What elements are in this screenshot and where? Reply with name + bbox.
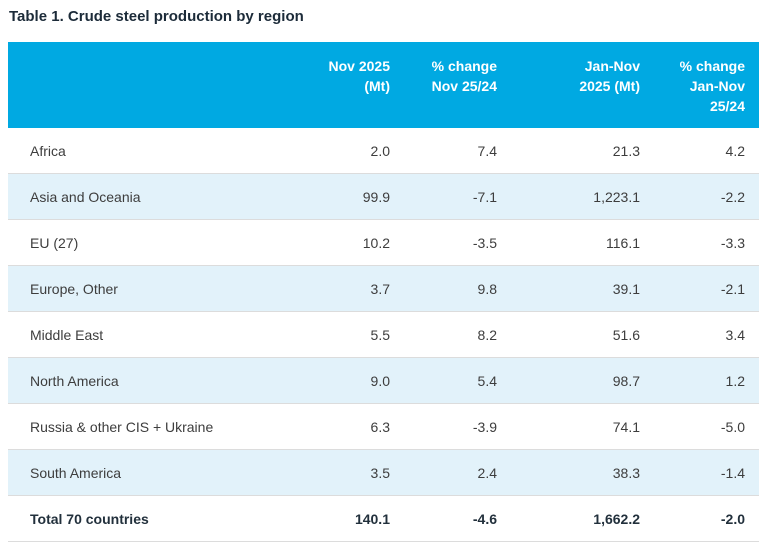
table-row-europe-other: Europe, Other 3.7 9.8 39.1 -2.1 (8, 265, 759, 312)
header-line: % change (431, 58, 497, 74)
nov-mt-cell: 3.7 (285, 265, 390, 312)
table-row-south-america: South America 3.5 2.4 38.3 -1.4 (8, 449, 759, 496)
region-cell: Asia and Oceania (8, 173, 285, 220)
pct-change-jan-nov-cell: 1.2 (640, 357, 759, 404)
column-header-pct-change-nov: % change Nov 25/24 (390, 42, 497, 128)
jan-nov-mt-cell: 116.1 (497, 219, 640, 266)
pct-change-jan-nov-cell: -2.2 (640, 173, 759, 220)
region-cell: Russia & other CIS + Ukraine (8, 403, 285, 450)
table-row-asia-and-oceania: Asia and Oceania 99.9 -7.1 1,223.1 -2.2 (8, 173, 759, 220)
header-row: Nov 2025 (Mt) % change Nov 25/24 Jan-Nov… (8, 42, 759, 128)
pct-change-jan-nov-cell: 4.2 (640, 128, 759, 174)
table-row-total: Total 70 countries 140.1 -4.6 1,662.2 -2… (8, 495, 759, 542)
jan-nov-mt-cell: 38.3 (497, 449, 640, 496)
table-row-north-america: North America 9.0 5.4 98.7 1.2 (8, 357, 759, 404)
table-row-eu-27: EU (27) 10.2 -3.5 116.1 -3.3 (8, 219, 759, 266)
pct-change-nov-cell: 9.8 (390, 265, 497, 312)
header-line: Nov 25/24 (431, 78, 497, 94)
pct-change-nov-cell: 7.4 (390, 128, 497, 174)
region-cell: North America (8, 357, 285, 404)
pct-change-nov-cell: -3.5 (390, 219, 497, 266)
pct-change-jan-nov-cell: -1.4 (640, 449, 759, 496)
pct-change-jan-nov-cell: 3.4 (640, 311, 759, 358)
jan-nov-mt-cell: 98.7 (497, 357, 640, 404)
nov-mt-cell: 140.1 (285, 495, 390, 542)
pct-change-jan-nov-cell: -3.3 (640, 219, 759, 266)
pct-change-jan-nov-cell: -2.1 (640, 265, 759, 312)
table-body: Africa 2.0 7.4 21.3 4.2 Asia and Oceania… (8, 128, 759, 542)
pct-change-nov-cell: 8.2 (390, 311, 497, 358)
jan-nov-mt-cell: 74.1 (497, 403, 640, 450)
pct-change-jan-nov-cell: -2.0 (640, 495, 759, 542)
pct-change-nov-cell: 2.4 (390, 449, 497, 496)
jan-nov-mt-cell: 39.1 (497, 265, 640, 312)
nov-mt-cell: 5.5 (285, 311, 390, 358)
header-line: Jan-Nov (584, 58, 640, 74)
jan-nov-mt-cell: 1,662.2 (497, 495, 640, 542)
region-cell: South America (8, 449, 285, 496)
pct-change-jan-nov-cell: -5.0 (640, 403, 759, 450)
jan-nov-mt-cell: 1,223.1 (497, 173, 640, 220)
column-header-pct-change-jan-nov: % change Jan-Nov 25/24 (640, 42, 759, 128)
column-header-region (8, 42, 285, 128)
pct-change-nov-cell: -7.1 (390, 173, 497, 220)
column-header-nov-2025-mt: Nov 2025 (Mt) (285, 42, 390, 128)
nov-mt-cell: 2.0 (285, 128, 390, 174)
region-cell: Africa (8, 128, 285, 174)
table-row-middle-east: Middle East 5.5 8.2 51.6 3.4 (8, 311, 759, 358)
region-cell: EU (27) (8, 219, 285, 266)
nov-mt-cell: 6.3 (285, 403, 390, 450)
header-line: % change (679, 58, 745, 74)
table-row-russia-other-cis-ukraine: Russia & other CIS + Ukraine 6.3 -3.9 74… (8, 403, 759, 450)
crude-steel-production-table: Nov 2025 (Mt) % change Nov 25/24 Jan-Nov… (8, 42, 759, 542)
nov-mt-cell: 10.2 (285, 219, 390, 266)
nov-mt-cell: 9.0 (285, 357, 390, 404)
table-title: Table 1. Crude steel production by regio… (9, 8, 304, 25)
header-line: Nov 2025 (328, 58, 390, 74)
header-line: 2025 (Mt) (579, 78, 640, 94)
column-header-jan-nov-2025-mt: Jan-Nov 2025 (Mt) (497, 42, 640, 128)
pct-change-nov-cell: -3.9 (390, 403, 497, 450)
pct-change-nov-cell: -4.6 (390, 495, 497, 542)
region-cell: Middle East (8, 311, 285, 358)
header-line: Jan-Nov (689, 78, 745, 94)
nov-mt-cell: 99.9 (285, 173, 390, 220)
jan-nov-mt-cell: 51.6 (497, 311, 640, 358)
nov-mt-cell: 3.5 (285, 449, 390, 496)
header-line: (Mt) (364, 78, 390, 94)
region-cell: Total 70 countries (8, 495, 285, 542)
header-line: 25/24 (709, 98, 745, 114)
region-cell: Europe, Other (8, 265, 285, 312)
table-row-africa: Africa 2.0 7.4 21.3 4.2 (8, 128, 759, 174)
pct-change-nov-cell: 5.4 (390, 357, 497, 404)
jan-nov-mt-cell: 21.3 (497, 128, 640, 174)
table-header: Nov 2025 (Mt) % change Nov 25/24 Jan-Nov… (8, 42, 759, 128)
